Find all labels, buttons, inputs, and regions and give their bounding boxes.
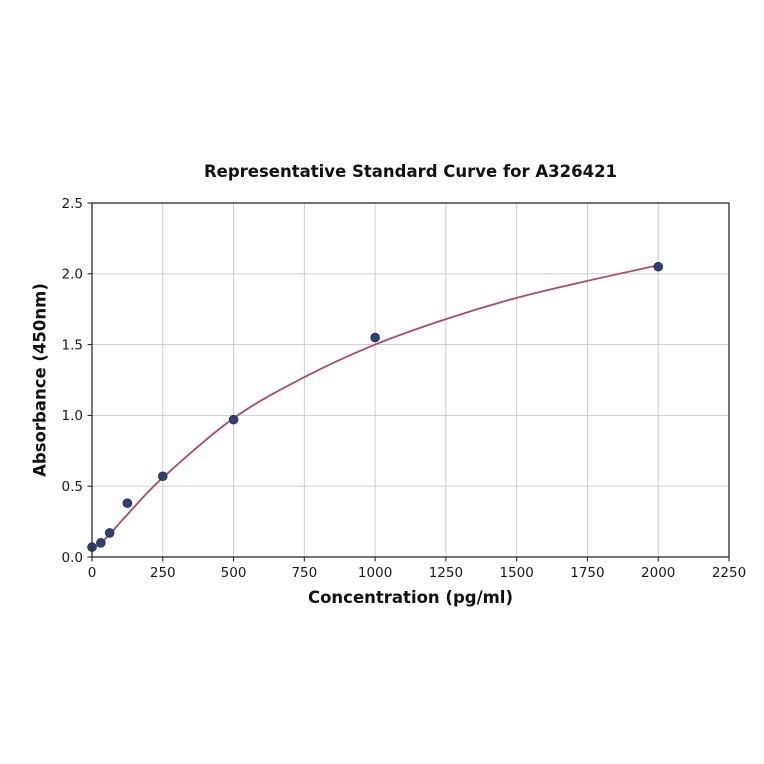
x-tick-label: 1000 xyxy=(358,565,392,581)
x-axis-label: Concentration (pg/ml) xyxy=(307,588,514,607)
data-point xyxy=(228,414,239,425)
chart-title: Representative Standard Curve for A32642… xyxy=(203,162,618,181)
y-axis-label: Absorbance (450nm) xyxy=(30,283,50,477)
x-tick-label: 1500 xyxy=(499,565,533,581)
data-point xyxy=(370,332,380,343)
data-point xyxy=(122,498,133,508)
x-tick-label: 500 xyxy=(221,565,247,581)
x-tick-label: 1750 xyxy=(570,565,604,581)
y-tick-label: 1.0 xyxy=(62,408,83,424)
plot-border xyxy=(91,202,730,558)
x-tick-label: 2000 xyxy=(641,565,675,581)
x-tick-label: 1250 xyxy=(429,565,463,581)
x-tick-label: 0 xyxy=(88,565,97,581)
y-tick-label: 1.5 xyxy=(62,337,83,353)
y-tick-label: 0.0 xyxy=(62,550,83,566)
y-tick-label: 2.5 xyxy=(62,196,83,212)
x-tick-label: 750 xyxy=(291,565,317,581)
x-tick-label: 250 xyxy=(150,565,176,581)
y-tick-label: 2.0 xyxy=(62,267,83,283)
data-point xyxy=(653,261,664,272)
y-tick-label: 0.5 xyxy=(62,479,83,495)
data-point xyxy=(96,538,106,548)
data-point xyxy=(104,528,115,538)
data-point xyxy=(157,471,168,482)
x-tick-label: 2250 xyxy=(712,565,746,581)
